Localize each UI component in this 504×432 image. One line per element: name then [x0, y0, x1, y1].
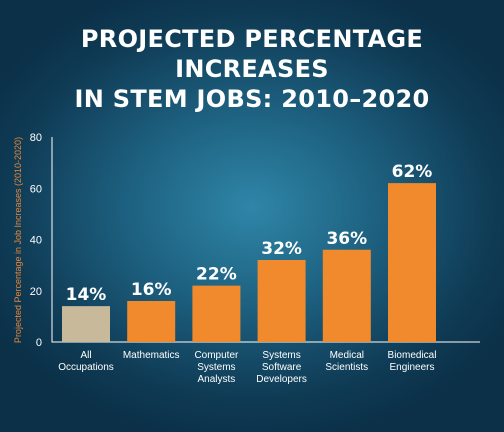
chart-title: PROJECTED PERCENTAGE INCREASES IN STEM J… [0, 24, 504, 114]
data-label: 16% [131, 280, 172, 300]
chart-bars [62, 183, 436, 342]
category-label: Systems Software Developers [256, 350, 307, 385]
category-label-line: Biomedical [388, 350, 437, 361]
y-tick-label: 40 [30, 235, 42, 247]
category-label: Medical Scientists [325, 350, 368, 373]
category-label-line: Systems [197, 362, 235, 373]
bar [322, 249, 371, 342]
category-label-line: Software [262, 362, 302, 373]
chart-title-line-1: PROJECTED PERCENTAGE INCREASES [80, 25, 424, 83]
chart-labels: 14% All Occupations 16% Mathematics 22% Comput… [58, 162, 436, 385]
category-label: Mathematics [123, 350, 180, 361]
category-label-line: Scientists [325, 362, 368, 373]
data-label: 36% [326, 229, 367, 249]
bar [62, 306, 110, 342]
y-axis-title: Projected Percentage in Job Increases (2… [13, 137, 23, 343]
y-tick-label: 0 [36, 337, 42, 349]
bar [388, 183, 436, 342]
y-tick-label: 80 [30, 132, 42, 144]
category-label-line: All [80, 350, 91, 361]
category-label-line: Engineers [389, 362, 434, 373]
y-tick-label: 20 [30, 286, 42, 298]
y-tick-label: 60 [30, 183, 42, 195]
category-label-line: Computer [194, 350, 239, 361]
data-label: 32% [261, 239, 302, 259]
bar [257, 260, 306, 342]
data-label: 22% [196, 265, 237, 285]
category-label-line: Medical [330, 350, 364, 361]
data-label: 14% [66, 285, 107, 305]
category-label: All Occupations [58, 350, 114, 373]
bar [192, 285, 241, 342]
data-label: 62% [392, 162, 433, 182]
category-label-line: Systems [262, 350, 300, 361]
category-label-line: Mathematics [123, 350, 180, 361]
chart-title-line-2: IN STEM JOBS: 2010–2020 [74, 85, 430, 113]
bar [127, 301, 176, 342]
category-label: Computer Systems Analysts [194, 350, 239, 385]
category-label-line: Occupations [58, 362, 114, 373]
category-label-line: Analysts [198, 374, 236, 385]
category-label: Biomedical Engineers [388, 350, 437, 373]
category-label-line: Developers [256, 374, 307, 385]
chart-axes: 0 20 40 60 80 Projected Percentage in Job Inc… [13, 132, 480, 349]
